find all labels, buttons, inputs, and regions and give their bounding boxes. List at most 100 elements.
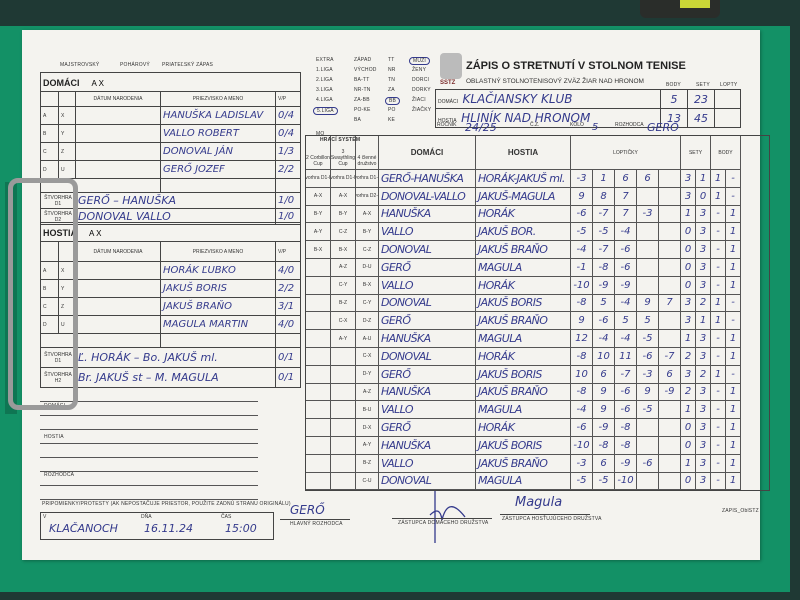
match-point[interactable]: 1 xyxy=(726,347,741,366)
home-player[interactable]: DONOVAL-VALLO xyxy=(379,187,476,206)
birthdate-field[interactable] xyxy=(75,315,161,334)
league-option[interactable]: MUŽI xyxy=(409,57,431,65)
sets-won[interactable]: 0 xyxy=(681,472,696,491)
sets-won[interactable]: 2 xyxy=(681,347,696,366)
match-point[interactable]: 1 xyxy=(726,241,741,259)
sets-won[interactable]: 3 xyxy=(696,205,711,224)
set-score[interactable]: -3 xyxy=(637,205,659,224)
away-player[interactable]: HORÁK xyxy=(476,347,571,366)
sets-won[interactable]: 0 xyxy=(681,223,696,242)
league-option[interactable]: ŽIACI xyxy=(412,97,426,103)
time-value[interactable]: 15:00 xyxy=(225,522,257,535)
set-score[interactable]: -7 xyxy=(615,365,637,384)
set-score[interactable]: 10 xyxy=(593,347,615,366)
match-point[interactable]: 1 xyxy=(711,365,726,384)
set-score[interactable]: 9 xyxy=(571,312,593,331)
league-option[interactable]: 4.LIGA xyxy=(316,97,333,103)
set-score[interactable]: -6 xyxy=(637,347,659,366)
set-score[interactable]: -8 xyxy=(571,347,593,366)
league-option[interactable]: BA-TT xyxy=(354,77,370,83)
match-point[interactable]: - xyxy=(726,294,741,313)
set-score[interactable]: 6 xyxy=(593,454,615,473)
away-player[interactable]: JAKUŠ BORIS xyxy=(476,294,571,313)
player-vp[interactable]: 0/4 xyxy=(274,106,302,125)
sets-won[interactable]: 2 xyxy=(696,294,711,313)
away-player[interactable]: JAKUŠ BORIS xyxy=(476,365,571,384)
sets-won[interactable]: 3 xyxy=(696,223,711,242)
match-point[interactable]: 1 xyxy=(726,401,741,420)
set-score[interactable]: 6 xyxy=(659,365,681,384)
league-option[interactable]: 1.LIGA xyxy=(316,67,333,73)
set-score[interactable]: -7 xyxy=(659,347,681,366)
date-value[interactable]: 16.11.24 xyxy=(144,522,193,535)
player-vp[interactable]: 2/2 xyxy=(274,279,302,298)
match-point[interactable]: 1 xyxy=(711,170,726,188)
birthdate-field[interactable] xyxy=(75,106,161,125)
set-score[interactable] xyxy=(659,241,681,259)
sets-won[interactable]: 1 xyxy=(696,312,711,331)
set-score[interactable]: -5 xyxy=(571,223,593,242)
sets-won[interactable]: 3 xyxy=(696,401,711,420)
set-score[interactable] xyxy=(659,187,681,206)
set-score[interactable]: -8 xyxy=(615,436,637,455)
player-name[interactable]: MAGULA MARTIN xyxy=(160,315,276,334)
place-value[interactable]: KLAČANOCH xyxy=(49,522,118,535)
set-score[interactable]: -3 xyxy=(571,454,593,473)
player-name[interactable]: HANUŠKA LADISLAV xyxy=(160,106,276,125)
league-option[interactable]: KE xyxy=(388,117,396,123)
sets-won[interactable]: 3 xyxy=(696,276,711,295)
set-score[interactable] xyxy=(637,276,659,295)
league-option[interactable]: ZA-BB xyxy=(354,97,370,103)
set-score[interactable]: -3 xyxy=(637,365,659,384)
sets-won[interactable]: 3 xyxy=(681,312,696,331)
match-point[interactable]: - xyxy=(711,383,726,402)
home-player[interactable]: DONOVAL xyxy=(379,294,476,313)
birthdate-field[interactable] xyxy=(75,160,161,179)
league-option[interactable]: ŽENY xyxy=(412,67,427,73)
sets-won[interactable]: 3 xyxy=(696,330,711,348)
home-player[interactable]: GERŐ xyxy=(379,312,476,331)
birthdate-field[interactable] xyxy=(75,279,161,298)
away-sets[interactable]: 45 xyxy=(687,108,715,128)
match-point[interactable]: 1 xyxy=(726,223,741,242)
set-score[interactable]: -5 xyxy=(637,330,659,348)
home-player[interactable]: HANUŠKA xyxy=(379,383,476,402)
set-score[interactable]: -6 xyxy=(615,258,637,277)
match-point[interactable]: - xyxy=(711,401,726,420)
away-player[interactable]: HORÁK xyxy=(476,205,571,224)
set-score[interactable] xyxy=(659,472,681,491)
league-option[interactable]: VÝCHOD xyxy=(354,67,377,73)
sets-won[interactable]: 1 xyxy=(681,330,696,348)
match-point[interactable]: - xyxy=(711,419,726,437)
notes-area[interactable] xyxy=(40,388,258,500)
set-score[interactable]: -4 xyxy=(615,223,637,242)
doubles-vp[interactable]: 1/0 xyxy=(274,192,302,209)
set-score[interactable]: -6 xyxy=(571,419,593,437)
league-option[interactable]: EXTRA xyxy=(316,57,334,63)
set-score[interactable] xyxy=(637,472,659,491)
set-score[interactable]: 6 xyxy=(637,170,659,188)
league-option[interactable]: 2.LIGA xyxy=(316,77,333,83)
league-option[interactable]: PO xyxy=(388,107,396,113)
league-option[interactable]: ZÁPAD xyxy=(354,57,372,63)
match-point[interactable]: - xyxy=(726,365,741,384)
set-score[interactable] xyxy=(659,330,681,348)
set-score[interactable]: -8 xyxy=(571,383,593,402)
home-player[interactable]: VALLO xyxy=(379,276,476,295)
away-player[interactable]: JAKUŠ-MAGULA xyxy=(476,187,571,206)
set-score[interactable]: 12 xyxy=(571,330,593,348)
sets-won[interactable]: 2 xyxy=(696,365,711,384)
away-team-field[interactable]: HOSTIA HLINÍK NAD HRONOM xyxy=(435,108,661,128)
home-player[interactable]: GERŐ xyxy=(379,419,476,437)
home-player[interactable]: HANUŠKA xyxy=(379,330,476,348)
player-name[interactable]: JAKUŠ BORIS xyxy=(160,279,276,298)
sets-won[interactable]: 0 xyxy=(681,258,696,277)
match-point[interactable]: - xyxy=(711,205,726,224)
sets-won[interactable]: 3 xyxy=(696,436,711,455)
season-value[interactable]: 24/25 xyxy=(465,121,497,134)
home-sets[interactable]: 23 xyxy=(687,89,715,109)
player-name[interactable]: VALLO ROBERT xyxy=(160,124,276,143)
home-player[interactable]: DONOVAL xyxy=(379,347,476,366)
set-score[interactable]: 9 xyxy=(637,294,659,313)
away-player[interactable]: MAGULA xyxy=(476,258,571,277)
